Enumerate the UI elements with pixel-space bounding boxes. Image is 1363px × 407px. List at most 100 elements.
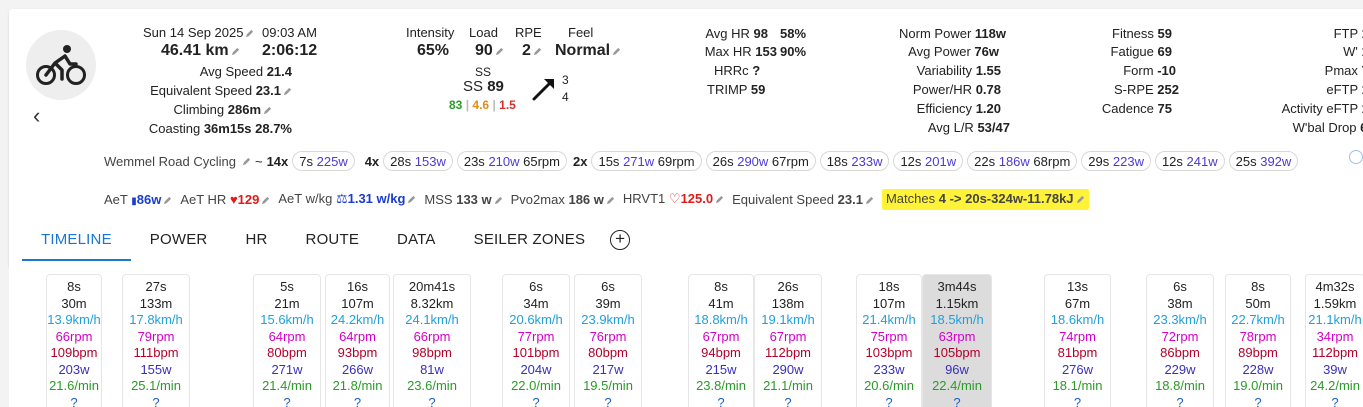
- tab-hr[interactable]: HR: [245, 231, 268, 248]
- power-label: Norm Power: [899, 26, 972, 41]
- interval-pill[interactable]: 18s 233w: [819, 151, 890, 171]
- stat-equivalent-speed[interactable]: Equivalent Speed 23.1: [120, 83, 292, 98]
- activity-date[interactable]: Sun 14 Sep 2025: [143, 25, 254, 40]
- stat-value: 21.4: [266, 64, 292, 79]
- equivalent-speed[interactable]: Equivalent Speed 23.1: [732, 192, 874, 207]
- aet[interactable]: AeT ▮86w: [104, 192, 172, 207]
- interval-pill[interactable]: 23s 210w 65rpm: [456, 151, 567, 171]
- timeline-interval-box[interactable]: 13s 67m 18.6km/h 74rpm 81bpm 276w 18.1/min?: [1044, 274, 1111, 407]
- timeline-interval-box[interactable]: 20m41s 8.32km 24.1km/h 66rpm 98bpm 81w 23.6/mi…: [393, 274, 471, 407]
- interval-dist: 50m: [1245, 295, 1271, 311]
- matches-highlight[interactable]: Matches 4 -> 20s-324w-11.78kJ: [881, 188, 1089, 210]
- edit-pencil-icon[interactable]: [533, 47, 542, 56]
- edit-pencil-icon[interactable]: [407, 195, 416, 204]
- tab-seiler-zones[interactable]: SEILER ZONES: [473, 231, 586, 248]
- edit-pencil-icon[interactable]: [245, 29, 254, 38]
- interval-pill[interactable]: 12s 201w: [893, 151, 964, 171]
- interval-spd: 13.9km/h: [47, 312, 101, 327]
- max-hr-label: Max HR: [704, 44, 752, 59]
- fitness-value: 59: [1157, 26, 1172, 41]
- timeline-interval-box[interactable]: 6s 34m 20.6km/h 77rpm 101bpm 204w 22.0/min?: [502, 274, 570, 407]
- interval-rpm: 76rpm: [589, 328, 627, 344]
- aet-wkg[interactable]: AeT w/kg ⚖1.31 w/kg: [278, 191, 416, 207]
- timeline-interval-box[interactable]: 3m44s 1.15km 18.5km/h 63rpm 105bpm 96w 22.4/mi…: [922, 274, 992, 407]
- timeline-interval-box[interactable]: 27s 133m 17.8km/h 79rpm 111bpm 155w 25.1/min?: [122, 274, 190, 407]
- tab-power[interactable]: POWER: [149, 231, 208, 248]
- interval-dist: 67m: [1064, 295, 1091, 311]
- trend-arrow-icon: [532, 75, 558, 104]
- interval-dist: 107m: [872, 295, 906, 311]
- timeline-interval-box[interactable]: 6s 39m 23.9km/h 76rpm 80bpm 217w 19.5/min?: [574, 274, 642, 407]
- pvo2max[interactable]: Pvo2max 186 w: [511, 192, 615, 207]
- hrvt1[interactable]: HRVT1 ♡125.0: [623, 191, 724, 207]
- mss[interactable]: MSS 133 w: [424, 192, 502, 207]
- edit-pencil-icon[interactable]: [495, 47, 504, 56]
- fitness-value: 252: [1157, 82, 1179, 97]
- tab-route[interactable]: ROUTE: [305, 231, 360, 248]
- interval-dist: 8.32km: [410, 295, 454, 311]
- interval-pill[interactable]: 28s 153w: [383, 151, 453, 171]
- edit-pencil-icon[interactable]: [494, 196, 503, 205]
- timeline-interval-box[interactable]: 8s 30m 13.9km/h 66rpm 109bpm 203w 21.6/min?: [46, 274, 102, 407]
- edit-pencil-icon[interactable]: [263, 106, 272, 115]
- feel-label: Feel: [568, 25, 594, 40]
- interval-q: ?: [604, 394, 612, 407]
- interval-pill[interactable]: 15s 271w 69rpm: [591, 151, 702, 171]
- hrrc-label: HRRc: [714, 63, 749, 78]
- tab-data[interactable]: DATA: [397, 231, 436, 248]
- timeline-interval-box[interactable]: 5s 21m 15.6km/h 64rpm 80bpm 271w 21.4/min?: [253, 274, 321, 407]
- heart-outline-icon: ♡: [668, 191, 681, 206]
- edit-pencil-icon[interactable]: [606, 196, 615, 205]
- edit-pencil-icon[interactable]: [231, 47, 240, 56]
- edit-pencil-icon[interactable]: [163, 196, 172, 205]
- timeline-interval-box[interactable]: 26s 138m 19.1km/h 67rpm 112bpm 290w 21.1/min?: [754, 274, 822, 407]
- interval-dist: 41m: [708, 295, 734, 311]
- intensity-label: Intensity: [406, 25, 455, 40]
- interval-dist: 38m: [1167, 295, 1193, 311]
- edit-pencil-icon[interactable]: [1076, 195, 1085, 204]
- edit-pencil-icon[interactable]: [283, 87, 292, 96]
- add-tab-icon[interactable]: +: [610, 230, 631, 250]
- interval-dur: 8s: [1251, 279, 1265, 294]
- power-label: Variability: [916, 63, 973, 78]
- edit-pencil-icon[interactable]: [261, 196, 270, 205]
- interval-dist: 107m: [341, 295, 374, 311]
- edit-pencil-icon[interactable]: [715, 195, 724, 204]
- search-icon[interactable]: [1349, 150, 1363, 164]
- edit-pencil-icon[interactable]: [865, 196, 874, 205]
- timeline-interval-box[interactable]: 6s 38m 23.3km/h 72rpm 86bpm 229w 18.8/min?: [1146, 274, 1214, 407]
- feel-value[interactable]: Normal: [555, 42, 621, 60]
- back-chevron-icon[interactable]: ‹: [33, 103, 41, 128]
- timeline-interval-box[interactable]: 16s 107m 24.2km/h 64rpm 93bpm 266w 21.8/min?: [325, 274, 390, 407]
- interval-pill[interactable]: 12s 241w: [1154, 151, 1225, 171]
- interval-spd: 15.6km/h: [260, 312, 314, 327]
- edit-pencil-icon[interactable]: [242, 157, 251, 166]
- timeline-interval-box[interactable]: 18s 107m 21.4km/h 75rpm 103bpm 233w 20.6/min?: [856, 274, 922, 407]
- load-value[interactable]: 90: [475, 42, 504, 60]
- trimp-label: TRIMP: [707, 82, 748, 97]
- power-value: 118w: [974, 26, 1006, 41]
- group-count: 4x: [364, 153, 380, 169]
- activity-name[interactable]: Wemmel Road Cycling: [104, 153, 236, 169]
- interval-rpm: 72rpm: [1161, 328, 1199, 344]
- timeline-interval-box[interactable]: 8s 50m 22.7km/h 78rpm 89bpm 228w 19.0/min?: [1225, 274, 1291, 407]
- aet-hr[interactable]: AeT HR ♥129: [180, 192, 270, 207]
- interval-pill[interactable]: 26s 290w 67rpm: [705, 151, 816, 171]
- tab-timeline[interactable]: TIMELINE: [22, 231, 131, 261]
- interval-pill[interactable]: 7s 225w: [292, 151, 355, 171]
- timeline-interval-box[interactable]: 4m32s 1.59km 21.1km/h 34rpm 112bpm 39w 24.2/mi…: [1305, 274, 1363, 407]
- edit-pencil-icon[interactable]: [612, 47, 621, 56]
- rpe-value[interactable]: 2: [522, 42, 542, 60]
- interval-pill[interactable]: 29s 223w: [1081, 151, 1151, 171]
- interval-rpm: 67rpm: [769, 328, 807, 344]
- hrrc: HRRc ?: [714, 63, 760, 78]
- timeline-interval-box[interactable]: 8s 41m 18.8km/h 67rpm 94bpm 215w 23.8/min?: [688, 274, 754, 407]
- interval-pill[interactable]: 25s 392w: [1228, 151, 1299, 171]
- activity-distance[interactable]: 46.41 km: [161, 42, 240, 60]
- interval-pill[interactable]: 22s 186w 68rpm: [967, 151, 1078, 171]
- stat-climbing[interactable]: Climbing 286m: [120, 102, 272, 117]
- ftp-label: Activity eFTP: [1281, 101, 1358, 116]
- arrow-bottom-value: 4: [562, 90, 569, 104]
- interval-dur: 13s: [1067, 279, 1088, 294]
- interval-w: 215w: [705, 361, 737, 377]
